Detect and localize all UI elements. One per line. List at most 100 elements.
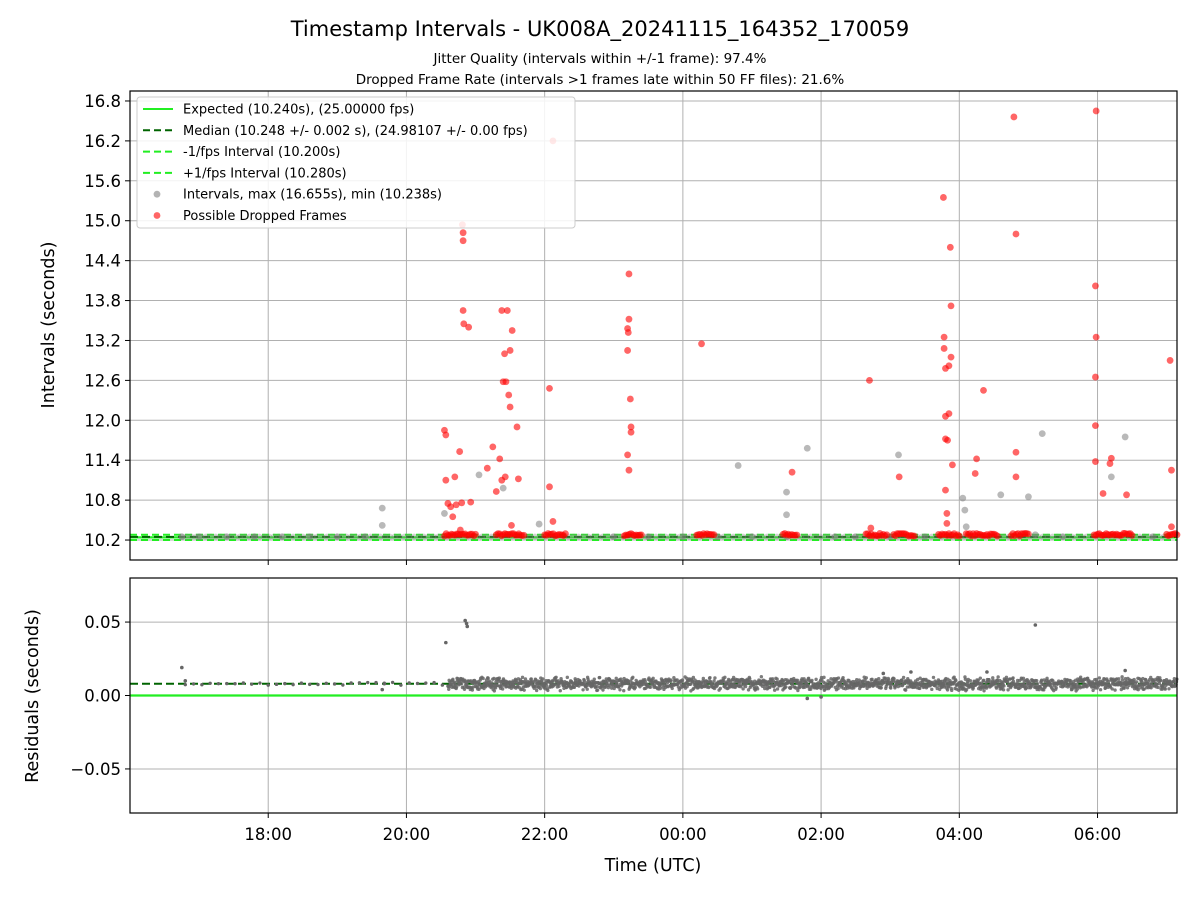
- residual-point: [609, 686, 614, 690]
- residual-point: [798, 684, 803, 689]
- top-y-tick-label: 11.4: [84, 451, 121, 470]
- residual-point: [1075, 687, 1080, 691]
- interval-point: [831, 533, 839, 541]
- interval-point: [241, 533, 248, 541]
- chart-title: Timestamp Intervals - UK008A_20241115_16…: [290, 17, 910, 42]
- residual-point: [554, 675, 558, 679]
- residual-point: [855, 678, 859, 682]
- top-y-tick-label: 15.0: [84, 212, 121, 231]
- dropped-frame-point: [1128, 532, 1136, 539]
- interval-point: [1059, 533, 1066, 541]
- interval-point: [730, 533, 737, 541]
- residual-point: [822, 675, 826, 680]
- top-plot-y-ticks: 10.2 10.8 11.4 12.0 12.6 13.2 13.8 14.4 15.0 15.6…: [84, 92, 130, 550]
- residual-point: [324, 681, 328, 685]
- residual-point: [1136, 687, 1140, 692]
- residual-point: [592, 677, 596, 681]
- dropped-frame-point: [1092, 373, 1099, 381]
- residual-point: [1157, 681, 1162, 686]
- legend-label: Expected (10.240s), (25.00000 fps): [183, 103, 414, 118]
- interval-point: [328, 533, 335, 541]
- residual-point: [713, 676, 717, 680]
- dropped-frame-point: [940, 333, 948, 341]
- interval-point: [318, 533, 326, 541]
- dropped-frame-point: [1025, 530, 1032, 538]
- dropped-frame-point: [483, 464, 491, 472]
- residual-point: [790, 682, 795, 687]
- interval-point: [299, 533, 306, 541]
- interval-point: [679, 533, 687, 541]
- interval-point: [599, 533, 606, 541]
- bottom-plot-residual-points: [180, 618, 1179, 701]
- legend-label: Possible Dropped Frames: [183, 209, 347, 224]
- interval-point: [1141, 533, 1148, 541]
- dropped-frame-point: [546, 384, 553, 392]
- dropped-frame-point: [626, 395, 634, 403]
- dropped-frame-point: [867, 524, 875, 532]
- residual-point: [945, 688, 950, 692]
- interval-point: [851, 533, 858, 541]
- dropped-frame-point: [940, 194, 947, 201]
- dropped-frame-point: [460, 320, 468, 328]
- dropped-frame-point: [940, 345, 948, 352]
- residual-point: [585, 687, 589, 691]
- top-y-tick-label: 13.2: [84, 331, 121, 350]
- dropped-frame-point: [508, 327, 516, 334]
- interval-point: [289, 533, 297, 541]
- interval-point: [783, 511, 790, 519]
- residual-point: [836, 686, 840, 691]
- legend-marker: [153, 190, 161, 198]
- residual-point: [691, 675, 696, 680]
- dropped-frame-point: [501, 473, 509, 481]
- dropped-frame-point: [1168, 523, 1175, 531]
- interval-point: [270, 533, 277, 541]
- residual-point: [208, 681, 212, 685]
- interval-point: [744, 533, 752, 541]
- residual-point: [522, 688, 526, 692]
- dropped-frame-point: [943, 520, 951, 527]
- dropped-frame-point: [508, 522, 515, 529]
- interval-point: [748, 533, 756, 541]
- residual-point: [1132, 677, 1136, 682]
- interval-point: [807, 533, 814, 541]
- interval-point: [1149, 533, 1157, 541]
- interval-point: [803, 444, 811, 452]
- residual-point: [964, 687, 969, 692]
- interval-point: [275, 533, 282, 541]
- residual-point: [1110, 687, 1114, 691]
- dropped-frame-point: [1107, 454, 1115, 462]
- interval-point: [396, 533, 403, 541]
- interval-point: [1063, 533, 1071, 541]
- dropped-frame-point: [506, 403, 514, 411]
- residual-point: [789, 685, 793, 690]
- residual-point: [601, 688, 605, 692]
- dropped-frame-point: [1012, 448, 1020, 456]
- dropped-frame-point: [442, 476, 450, 484]
- residual-point: [444, 640, 448, 645]
- interval-point: [361, 533, 369, 541]
- residual-point: [672, 676, 676, 680]
- dropped-frame-point: [451, 473, 459, 481]
- bottom-plot-x-ticks: 18:00 20:00 22:00 00:00 02:00 04:00 06:00: [244, 813, 1121, 844]
- residual-point: [1120, 675, 1124, 679]
- residual-point: [1106, 679, 1111, 684]
- residual-point: [424, 681, 428, 685]
- dropped-frame-point: [520, 531, 528, 539]
- residual-point: [1051, 679, 1055, 683]
- residual-point: [1123, 676, 1128, 681]
- residual-point: [1144, 677, 1148, 682]
- interval-point: [1059, 533, 1067, 541]
- interval-point: [323, 533, 331, 541]
- x-tick-label: 02:00: [797, 825, 845, 844]
- interval-point: [483, 533, 490, 541]
- residual-point: [565, 675, 570, 680]
- interval-point: [197, 533, 205, 541]
- interval-point: [478, 533, 485, 541]
- residual-point: [1142, 687, 1146, 691]
- residual-point: [759, 675, 764, 679]
- residual-point: [712, 679, 716, 683]
- top-plot-dropped-frame-points: [441, 107, 1181, 540]
- dropped-frame-point: [866, 376, 873, 384]
- dropped-frame-point: [1166, 357, 1174, 364]
- residual-point: [500, 687, 505, 691]
